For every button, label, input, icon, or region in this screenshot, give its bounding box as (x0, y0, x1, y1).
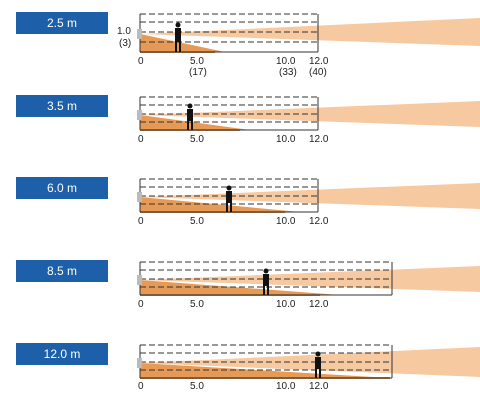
sensor-icon (137, 110, 142, 120)
distance-badge: 2.5 m (16, 12, 108, 34)
axis-label-0: 0 (138, 299, 144, 310)
distance-badge: 12.0 m (16, 343, 108, 365)
axis-label-10: 10.0 (276, 381, 296, 392)
axis-label-10: 10.0 (276, 216, 296, 227)
axis-label-5: 5.0 (190, 216, 204, 227)
sensor-icon (137, 192, 142, 202)
axis-label-0: 0 (138, 134, 144, 145)
axis-label-5: 5.0 (190, 134, 204, 145)
distance-badge: 8.5 m (16, 260, 108, 282)
axis-label-ft-5: (17) (189, 67, 207, 78)
sensor-icon (137, 275, 142, 285)
axis-label-12: 12.0 (309, 56, 329, 67)
person-icon (226, 185, 232, 212)
grid (139, 13, 319, 53)
axis-label-ft-12: (40) (309, 67, 327, 78)
axis-label-10: 10.0 (276, 56, 296, 67)
person-icon (175, 22, 181, 52)
row-6-0m: 6.0 m 0 5.0 10.0 12.0 (0, 177, 480, 247)
detection-diagram: 1.0 (3) 0 5.0 10.0 12.0 (17) (33) (40) (117, 13, 480, 78)
row-2-5m: 2.5 m 1.0 (3) 0 5.0 10.0 12.0 (17) (0, 12, 480, 82)
axis-label-12: 12.0 (309, 299, 329, 310)
axis-label-12: 12.0 (309, 134, 329, 145)
height-label-ft: (3) (119, 38, 131, 49)
axis-label-0: 0 (138, 216, 144, 227)
grid (139, 178, 319, 213)
axis-label-0: 0 (138, 381, 144, 392)
axis-label-10: 10.0 (276, 134, 296, 145)
distance-badge: 3.5 m (16, 95, 108, 117)
axis-label-ft-10: (33) (279, 67, 297, 78)
person-icon (187, 103, 193, 130)
axis-label-12: 12.0 (309, 381, 329, 392)
beam (140, 18, 480, 53)
detection-diagram: 0 5.0 10.0 12.0 (137, 178, 480, 227)
axis-label-0: 0 (138, 56, 144, 67)
person-icon (315, 351, 321, 378)
axis-label-5: 5.0 (190, 299, 204, 310)
detection-diagram: 0 5.0 10.0 12.0 (137, 96, 480, 145)
axis-label-10: 10.0 (276, 299, 296, 310)
sensor-icon (137, 29, 142, 39)
detection-diagram: 0 5.0 10.0 12.0 (137, 344, 480, 392)
row-8-5m: 8.5 m 0 5.0 10.0 12.0 (0, 260, 480, 330)
detection-diagram: 0 5.0 10.0 12.0 (137, 261, 480, 310)
sensor-icon (137, 358, 142, 368)
person-icon (263, 268, 269, 295)
distance-badge: 6.0 m (16, 177, 108, 199)
height-label: 1.0 (117, 26, 131, 37)
row-12-0m: 12.0 m 0 5.0 10.0 12.0 (0, 343, 480, 413)
axis-label-5: 5.0 (190, 56, 204, 67)
axis-label-12: 12.0 (309, 216, 329, 227)
axis-label-5: 5.0 (190, 381, 204, 392)
row-3-5m: 3.5 m 0 5.0 10.0 12.0 (0, 95, 480, 165)
grid (139, 344, 393, 379)
